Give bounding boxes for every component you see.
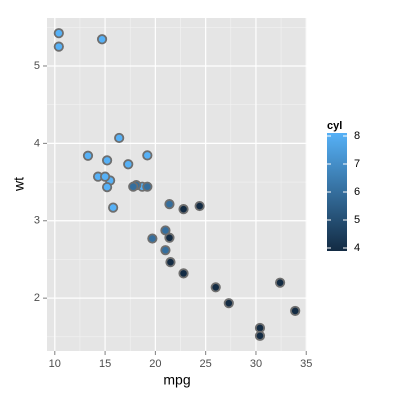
point (101, 181, 113, 193)
point (160, 245, 171, 256)
point (160, 225, 171, 236)
point (178, 204, 189, 215)
point (223, 298, 234, 309)
point (290, 305, 301, 317)
point (96, 34, 108, 45)
point (82, 150, 94, 161)
y-tick-label: 4 (34, 137, 40, 149)
y-tick-label: 3 (34, 215, 40, 227)
point (164, 199, 175, 210)
point (274, 277, 286, 288)
panel (47, 18, 307, 351)
point (101, 155, 113, 166)
x-axis-title: mpg (163, 372, 190, 388)
x-tick-label: 30 (250, 358, 262, 370)
point (128, 181, 139, 192)
colorbar (327, 133, 347, 251)
point (123, 159, 134, 170)
y-tick-label: 5 (34, 60, 40, 72)
point (254, 330, 266, 341)
point (114, 132, 125, 144)
legend-tick-label: 4 (354, 242, 360, 254)
point (108, 202, 119, 213)
y-tick-label: 2 (34, 292, 40, 304)
x-tick-label: 20 (149, 358, 161, 370)
y-axis-title: wt (11, 177, 27, 192)
point (99, 171, 111, 182)
x-tick-label: 25 (200, 358, 212, 370)
legend-tick-label: 8 (354, 130, 360, 142)
point (147, 233, 158, 244)
point (53, 28, 64, 39)
point (53, 41, 64, 52)
x-tick-label: 15 (99, 358, 111, 370)
legend-title: cyl (327, 120, 342, 132)
point (164, 232, 175, 243)
point (142, 150, 153, 161)
x-tick-label: 10 (49, 358, 61, 370)
point (194, 200, 205, 212)
x-tick-label: 35 (300, 358, 312, 370)
point (142, 181, 153, 192)
legend-tick-label: 6 (354, 186, 360, 198)
point (178, 268, 189, 279)
legend-tick-label: 5 (354, 214, 360, 226)
point (165, 257, 176, 268)
legend-tick-label: 7 (354, 158, 360, 170)
point (210, 282, 221, 293)
